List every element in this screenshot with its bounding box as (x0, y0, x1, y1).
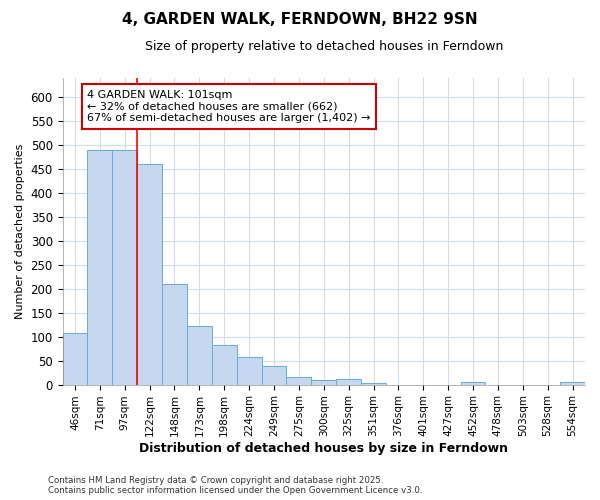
Text: 4, GARDEN WALK, FERNDOWN, BH22 9SN: 4, GARDEN WALK, FERNDOWN, BH22 9SN (122, 12, 478, 28)
Text: 4 GARDEN WALK: 101sqm
← 32% of detached houses are smaller (662)
67% of semi-det: 4 GARDEN WALK: 101sqm ← 32% of detached … (88, 90, 371, 123)
Bar (286, 378, 311, 384)
Bar (137, 164, 162, 384)
Bar (461, 382, 485, 384)
Bar (62, 334, 88, 384)
Y-axis label: Number of detached properties: Number of detached properties (15, 144, 25, 319)
Bar (361, 383, 386, 384)
Bar (88, 150, 112, 384)
Bar (262, 366, 286, 384)
Bar (236, 358, 262, 384)
Bar (336, 379, 361, 384)
Bar (560, 382, 585, 384)
X-axis label: Distribution of detached houses by size in Ferndown: Distribution of detached houses by size … (139, 442, 508, 455)
Bar (162, 284, 187, 384)
Bar (212, 345, 236, 385)
Bar (187, 326, 212, 384)
Bar (112, 150, 137, 384)
Bar (311, 380, 336, 384)
Text: Contains HM Land Registry data © Crown copyright and database right 2025.
Contai: Contains HM Land Registry data © Crown c… (48, 476, 422, 495)
Title: Size of property relative to detached houses in Ferndown: Size of property relative to detached ho… (145, 40, 503, 53)
